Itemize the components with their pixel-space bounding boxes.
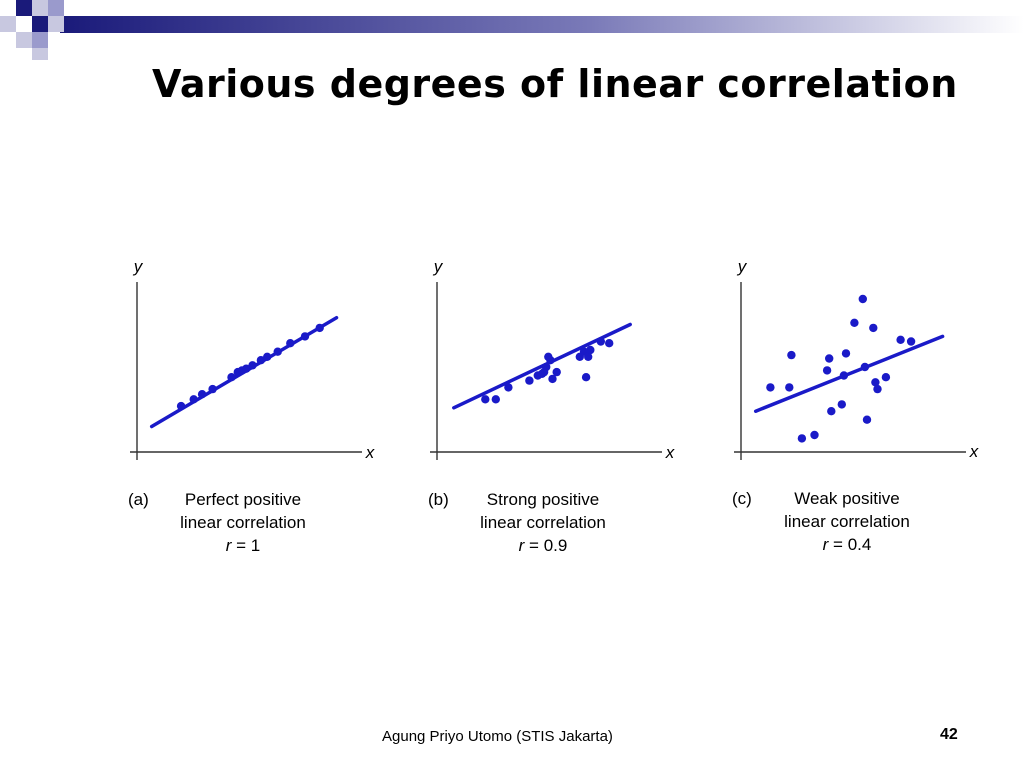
header-square [16, 0, 32, 16]
data-point [581, 373, 591, 382]
data-point [263, 352, 272, 361]
header-square [48, 0, 64, 16]
panel-a-letter: (a) [128, 490, 149, 509]
data-point [273, 347, 282, 356]
data-point [315, 323, 324, 333]
data-point [839, 371, 849, 380]
panel-c-r-value: r = 0.4 [822, 535, 872, 554]
data-point [227, 373, 236, 382]
header-square [32, 16, 48, 32]
data-point [787, 350, 796, 360]
header-square [0, 0, 16, 16]
data-point [197, 390, 207, 399]
data-point [837, 400, 846, 409]
header-square [0, 16, 16, 32]
data-point [810, 430, 819, 440]
regression-line [452, 322, 632, 410]
data-point [785, 383, 794, 392]
panel-c-description: Weak positive linear correlation [784, 489, 910, 531]
data-point [584, 352, 593, 361]
data-point [256, 356, 266, 365]
data-point [596, 337, 605, 346]
panel-a-caption: (a) Perfect positive linear correlation … [128, 488, 328, 557]
data-point [906, 337, 916, 346]
header-square [16, 16, 32, 32]
header-square [32, 0, 48, 16]
data-point [176, 401, 186, 411]
header-square [32, 32, 48, 48]
panel-b-description: Strong positive linear correlation [480, 490, 606, 532]
data-point [827, 407, 836, 416]
data-point [248, 361, 257, 370]
panel-b-caption: (b) Strong positive linear correlation r… [428, 488, 628, 557]
data-point [841, 349, 851, 358]
y-axis-label: y [133, 257, 144, 276]
panel-c-letter: (c) [732, 489, 752, 508]
data-point [525, 376, 534, 385]
panel-a-r-value: r = 1 [225, 536, 261, 555]
data-point [871, 378, 880, 387]
data-point [300, 332, 310, 341]
panel-b-r-value: r = 0.9 [518, 536, 568, 555]
data-point [481, 395, 490, 404]
data-point [504, 383, 513, 392]
header-gradient-strip [60, 16, 1024, 33]
x-axis-label: x [365, 443, 375, 462]
header-square [48, 16, 64, 32]
footer-author: Agung Priyo Utomo (STIS Jakarta) [382, 728, 613, 745]
data-point [850, 318, 859, 327]
data-point [881, 373, 891, 382]
header-square [32, 48, 48, 60]
data-point [860, 362, 870, 372]
panel-b-letter: (b) [428, 490, 449, 509]
header-square [16, 32, 32, 48]
page-number: 42 [940, 726, 958, 743]
data-point [869, 323, 878, 333]
data-point [491, 395, 500, 404]
data-point [552, 367, 561, 377]
data-point [822, 366, 832, 375]
data-point [208, 384, 217, 394]
header-decoration [0, 0, 1024, 60]
data-point [896, 335, 905, 344]
panel-a-description: Perfect positive linear correlation [180, 490, 306, 532]
data-point [766, 383, 775, 392]
data-point [605, 339, 614, 348]
y-axis-label: y [433, 257, 444, 276]
data-point [873, 384, 882, 394]
data-point [242, 364, 251, 373]
data-point [286, 339, 295, 348]
data-point [825, 354, 834, 363]
data-point [542, 362, 551, 372]
data-point [548, 374, 557, 384]
regression-line [753, 334, 945, 413]
x-axis-label: x [665, 443, 675, 462]
x-axis-label: x [969, 442, 979, 461]
data-point [546, 356, 555, 365]
y-axis-label: y [737, 257, 748, 276]
data-point [862, 415, 872, 424]
slide-title: Various degrees of linear correlation [152, 62, 958, 106]
data-point [858, 294, 867, 304]
panel-c-caption: (c) Weak positive linear correlation r =… [732, 487, 932, 556]
data-point [797, 434, 807, 443]
data-point [586, 345, 595, 355]
data-point [189, 395, 198, 404]
